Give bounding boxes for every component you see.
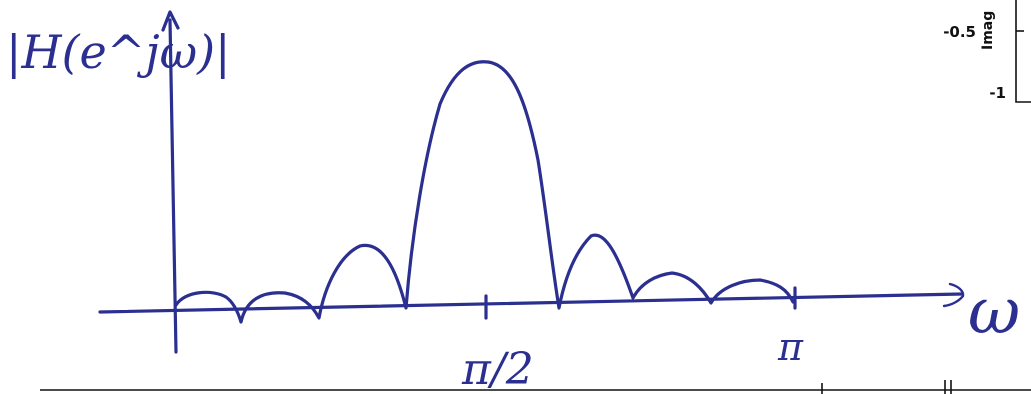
magnitude-curve — [174, 60, 795, 324]
cropped-plot-inset: Imag -0.5 -1 — [943, 0, 1031, 103]
y-axis-label: |H(e^jω)| — [6, 25, 231, 79]
inset-tick-neg-half: -0.5 — [943, 23, 976, 41]
y-axis — [168, 18, 178, 354]
x-axis-arrowhead — [942, 282, 965, 308]
inset-tick-neg-one: -1 — [989, 84, 1006, 102]
x-axis — [98, 292, 964, 314]
tick-label-pi: π — [777, 325, 804, 369]
inset-ylabel: Imag — [980, 11, 996, 50]
x-axis-label: ω — [968, 275, 1020, 349]
y-axis-arrowhead — [161, 10, 180, 32]
bottom-border — [40, 380, 1031, 394]
tick-label-pi-half: π/2 — [461, 344, 534, 394]
inset-axis-line — [1015, 0, 1031, 103]
